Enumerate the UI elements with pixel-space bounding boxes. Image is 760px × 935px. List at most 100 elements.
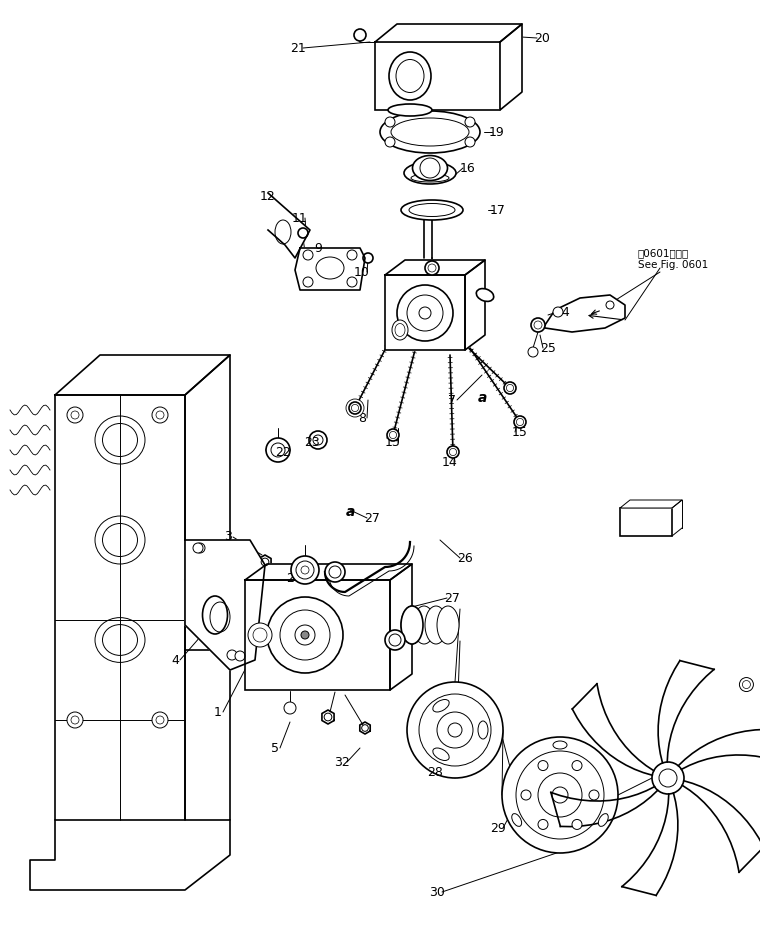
Text: 4: 4 — [171, 654, 179, 667]
Polygon shape — [540, 295, 625, 332]
Circle shape — [349, 402, 361, 414]
Circle shape — [248, 623, 272, 647]
Text: 1: 1 — [214, 706, 222, 718]
Ellipse shape — [437, 606, 459, 644]
Text: 32: 32 — [334, 755, 350, 769]
Polygon shape — [185, 540, 265, 670]
Ellipse shape — [477, 289, 494, 301]
Circle shape — [465, 137, 475, 147]
Circle shape — [301, 631, 309, 639]
Bar — [385, 275, 465, 350]
Polygon shape — [678, 729, 760, 770]
Text: 7: 7 — [448, 394, 456, 407]
Circle shape — [739, 678, 753, 692]
Polygon shape — [295, 248, 365, 290]
Polygon shape — [259, 555, 271, 569]
Text: 26: 26 — [457, 552, 473, 565]
Circle shape — [347, 277, 357, 287]
Circle shape — [67, 712, 83, 728]
Polygon shape — [622, 793, 678, 896]
Polygon shape — [500, 24, 522, 110]
Polygon shape — [30, 860, 55, 890]
Circle shape — [347, 250, 357, 260]
Ellipse shape — [478, 721, 488, 739]
Text: 18: 18 — [460, 65, 476, 79]
Polygon shape — [322, 710, 334, 724]
Circle shape — [152, 407, 168, 423]
Ellipse shape — [425, 606, 447, 644]
Text: 23: 23 — [304, 436, 320, 449]
Ellipse shape — [401, 200, 463, 220]
Circle shape — [67, 407, 83, 423]
Polygon shape — [385, 260, 485, 275]
Bar — [620, 508, 672, 536]
Text: 11: 11 — [292, 211, 308, 224]
Circle shape — [152, 712, 168, 728]
Circle shape — [385, 137, 395, 147]
Text: 25: 25 — [540, 341, 556, 354]
Ellipse shape — [401, 606, 423, 644]
Text: 6: 6 — [421, 311, 429, 324]
Circle shape — [266, 438, 290, 462]
Polygon shape — [185, 543, 250, 660]
Circle shape — [589, 790, 599, 800]
Circle shape — [572, 819, 582, 829]
Ellipse shape — [413, 606, 435, 644]
Text: a: a — [345, 505, 355, 519]
Polygon shape — [268, 193, 310, 258]
Polygon shape — [245, 580, 390, 690]
Circle shape — [267, 597, 343, 673]
Circle shape — [291, 556, 319, 584]
Text: 28: 28 — [427, 766, 443, 779]
Circle shape — [385, 117, 395, 127]
Circle shape — [538, 760, 548, 770]
Ellipse shape — [380, 111, 480, 153]
Ellipse shape — [401, 606, 423, 644]
Text: 9: 9 — [314, 241, 322, 254]
Polygon shape — [551, 786, 657, 827]
Text: 13: 13 — [385, 436, 401, 449]
Text: 17: 17 — [490, 204, 506, 217]
Text: 第0601図参照
See Fig. 0601: 第0601図参照 See Fig. 0601 — [638, 248, 708, 269]
Circle shape — [531, 318, 545, 332]
Polygon shape — [390, 564, 412, 690]
Text: 15: 15 — [512, 425, 528, 439]
Text: 2: 2 — [286, 571, 294, 584]
Circle shape — [303, 250, 313, 260]
Polygon shape — [185, 355, 230, 820]
Circle shape — [325, 562, 345, 582]
Polygon shape — [620, 500, 682, 508]
Circle shape — [447, 446, 459, 458]
Circle shape — [303, 277, 313, 287]
Polygon shape — [375, 24, 522, 42]
Circle shape — [407, 682, 503, 778]
Circle shape — [514, 416, 526, 428]
Text: 27: 27 — [444, 592, 460, 605]
Text: 12: 12 — [260, 191, 276, 204]
Text: 21: 21 — [290, 41, 306, 54]
Circle shape — [385, 630, 405, 650]
Text: 14: 14 — [442, 455, 458, 468]
Circle shape — [528, 347, 538, 357]
Polygon shape — [658, 661, 714, 763]
Polygon shape — [682, 781, 760, 872]
Ellipse shape — [392, 320, 408, 340]
Text: 16: 16 — [460, 162, 476, 175]
Text: 5: 5 — [271, 741, 279, 755]
Circle shape — [301, 566, 309, 574]
Circle shape — [606, 301, 614, 309]
Text: 20: 20 — [534, 32, 550, 45]
Circle shape — [553, 307, 563, 317]
Circle shape — [354, 29, 366, 41]
Circle shape — [652, 762, 684, 794]
Text: 8: 8 — [358, 411, 366, 424]
Circle shape — [521, 790, 531, 800]
Text: 29: 29 — [490, 822, 506, 835]
Ellipse shape — [413, 155, 448, 180]
Ellipse shape — [432, 748, 449, 760]
Text: a: a — [477, 391, 486, 405]
Circle shape — [284, 702, 296, 714]
Polygon shape — [245, 564, 412, 580]
Text: FWD: FWD — [630, 515, 662, 528]
Circle shape — [363, 253, 373, 263]
